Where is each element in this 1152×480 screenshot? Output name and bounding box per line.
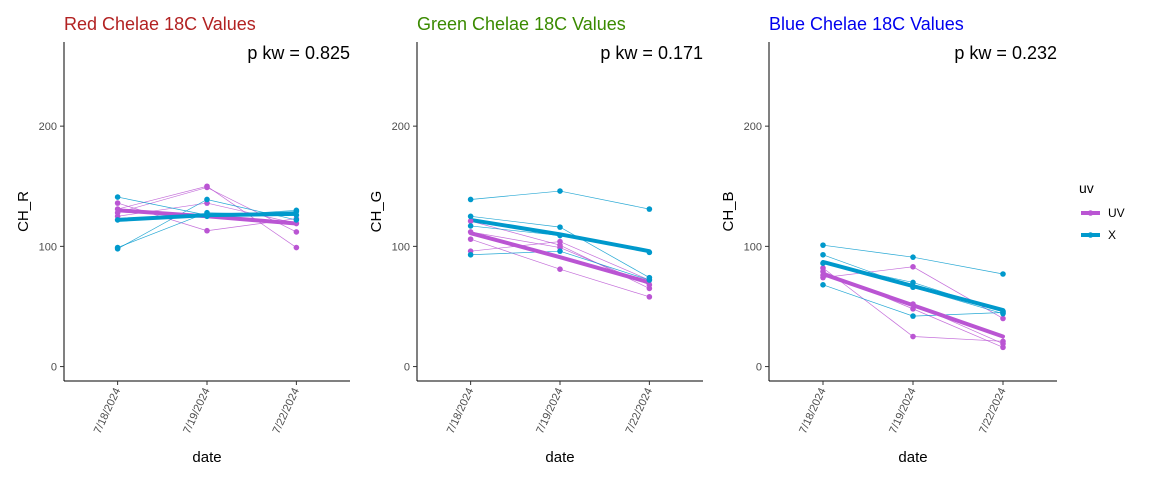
data-point-x xyxy=(114,194,121,200)
x-axis-label: date xyxy=(192,449,221,466)
data-point-x xyxy=(910,254,916,260)
individual-line-uv xyxy=(470,220,650,289)
data-point-x xyxy=(910,284,916,291)
legend-key-point xyxy=(1087,210,1094,216)
data-point-x xyxy=(114,217,121,223)
data-point-x xyxy=(293,207,300,214)
data-point-uv xyxy=(910,333,916,340)
legend-key-point xyxy=(1087,232,1094,238)
y-tick-label: 0 xyxy=(756,362,762,374)
data-point-x xyxy=(293,212,300,218)
y-tick-label: 0 xyxy=(51,362,57,374)
legend-item-label: UV xyxy=(1108,206,1125,220)
data-point-uv xyxy=(646,282,653,288)
panel-title: Blue Chelae 18C Values xyxy=(769,14,964,34)
data-point-uv xyxy=(204,227,210,234)
data-point-uv xyxy=(467,229,474,235)
y-tick-label: 200 xyxy=(392,121,410,133)
data-point-uv xyxy=(910,263,916,270)
data-point-uv xyxy=(1000,315,1006,322)
x-tick-label: 7/19/2024 xyxy=(181,386,213,435)
x-tick-label: 7/18/2024 xyxy=(92,386,124,435)
data-point-uv xyxy=(293,244,300,251)
data-point-uv xyxy=(114,200,121,206)
data-point-uv xyxy=(1000,340,1006,347)
data-point-uv xyxy=(910,306,916,312)
data-point-x xyxy=(910,279,916,286)
y-axis-label: CH_B xyxy=(720,191,737,231)
individual-line-x xyxy=(117,199,297,250)
legend-item-label: X xyxy=(1108,228,1116,242)
data-point-x xyxy=(467,223,474,229)
data-point-x xyxy=(1000,271,1006,277)
data-point-uv xyxy=(293,229,300,235)
panel-2: Green Chelae 18C Values p kw = 0.171 0 100 2… xyxy=(368,14,703,466)
y-tick-label: 100 xyxy=(744,241,762,253)
data-point-x xyxy=(204,209,210,216)
data-point-x xyxy=(557,188,563,194)
y-tick-label: 200 xyxy=(39,121,57,133)
y-axis-label: CH_R xyxy=(15,191,32,232)
data-point-x xyxy=(646,249,653,256)
p-kw-annotation: p kw = 0.232 xyxy=(954,43,1057,63)
data-point-uv xyxy=(820,272,826,279)
data-point-x xyxy=(820,251,826,258)
p-kw-annotation: p kw = 0.171 xyxy=(600,43,703,63)
legend-title: uv xyxy=(1079,180,1094,196)
x-tick-label: 7/18/2024 xyxy=(797,386,829,435)
data-point-uv xyxy=(557,266,563,273)
panel-title: Red Chelae 18C Values xyxy=(64,14,256,34)
p-kw-annotation: p kw = 0.825 xyxy=(247,43,350,63)
data-point-x xyxy=(467,196,474,203)
data-point-x xyxy=(557,232,563,239)
x-axis-label: date xyxy=(898,449,927,466)
panel-title: Green Chelae 18C Values xyxy=(417,14,626,34)
panel-3: Blue Chelae 18C Values p kw = 0.232 0 100 20… xyxy=(720,14,1057,466)
data-point-x xyxy=(820,260,826,266)
data-point-x xyxy=(467,213,474,220)
x-tick-label: 7/19/2024 xyxy=(534,386,566,435)
data-point-uv xyxy=(204,184,210,191)
x-axis-label: date xyxy=(545,449,574,466)
x-tick-label: 7/22/2024 xyxy=(624,386,656,435)
data-point-x xyxy=(820,282,826,288)
data-point-x xyxy=(467,251,474,258)
x-tick-label: 7/22/2024 xyxy=(977,386,1009,435)
y-axis-label: CH_G xyxy=(368,191,385,233)
data-point-uv xyxy=(646,294,653,300)
y-tick-label: 200 xyxy=(744,121,762,133)
data-point-x xyxy=(820,242,826,248)
legend: uv UV X xyxy=(1079,180,1125,242)
x-tick-label: 7/22/2024 xyxy=(271,386,303,435)
data-point-x xyxy=(204,196,210,203)
x-tick-label: 7/19/2024 xyxy=(887,386,919,435)
data-point-x xyxy=(557,224,563,230)
data-point-x xyxy=(293,217,300,223)
data-point-x xyxy=(910,313,916,319)
data-point-uv xyxy=(910,301,916,307)
data-point-uv xyxy=(467,236,474,242)
data-point-x xyxy=(646,206,653,212)
y-tick-label: 100 xyxy=(392,241,410,253)
data-point-uv xyxy=(467,218,474,224)
x-tick-label: 7/18/2024 xyxy=(445,386,477,435)
data-point-x xyxy=(646,274,653,281)
data-point-x xyxy=(557,248,563,254)
panel-1: Red Chelae 18C Values p kw = 0.825 0 100 200… xyxy=(15,14,350,466)
individual-line-uv xyxy=(117,187,297,233)
y-tick-label: 100 xyxy=(39,241,57,253)
data-point-x xyxy=(114,244,121,251)
y-tick-label: 0 xyxy=(404,362,410,374)
data-point-x xyxy=(1000,308,1006,315)
mean-line-uv xyxy=(468,231,652,285)
